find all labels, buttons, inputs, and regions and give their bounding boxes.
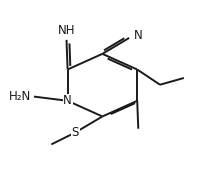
Text: N: N [63, 94, 72, 107]
Text: N: N [134, 29, 143, 42]
Text: H₂N: H₂N [9, 90, 31, 103]
Text: NH: NH [58, 24, 75, 37]
Text: S: S [72, 126, 79, 139]
